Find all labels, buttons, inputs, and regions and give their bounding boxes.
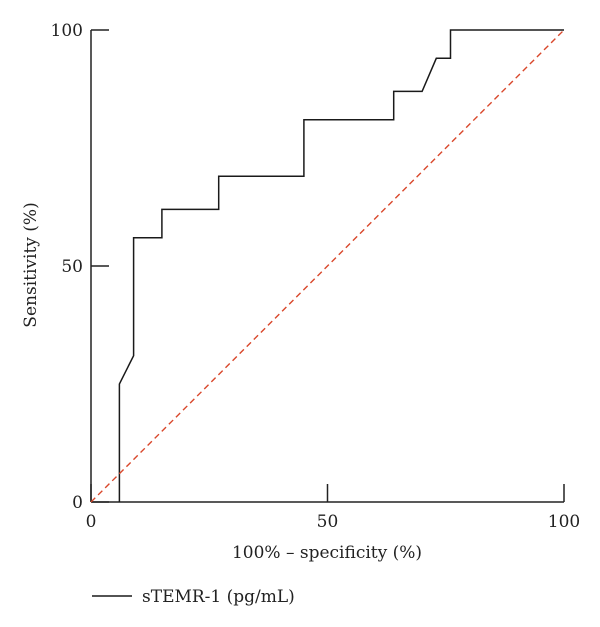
legend: sTEMR-1 (pg/mL) — [92, 587, 295, 607]
y-tick-label: 50 — [61, 257, 83, 277]
y-tick-label: 100 — [51, 21, 83, 41]
x-tick-label: 0 — [86, 512, 97, 532]
tick-labels: 0 50 100 0 50 100 — [51, 21, 581, 532]
x-tick-label: 100 — [548, 512, 580, 532]
reference-diagonal-line — [90, 29, 565, 503]
y-tick-label: 0 — [72, 493, 83, 513]
plot-lines — [90, 29, 565, 503]
y-axis-label: Sensitivity (%) — [21, 202, 41, 327]
x-tick-label: 50 — [317, 512, 339, 532]
legend-label: sTEMR-1 (pg/mL) — [142, 587, 295, 607]
tick-marks — [90, 29, 565, 503]
x-axis-label: 100% – specificity (%) — [232, 543, 422, 563]
roc-curve-line — [118, 29, 564, 502]
